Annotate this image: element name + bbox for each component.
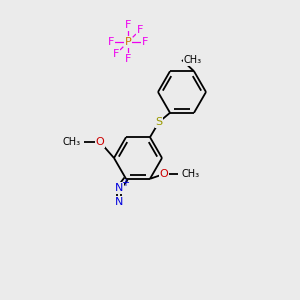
Text: N: N (115, 183, 123, 193)
Text: F: F (142, 37, 148, 47)
Text: CH₃: CH₃ (63, 137, 81, 147)
Text: O: O (96, 137, 104, 147)
Text: CH₃: CH₃ (184, 55, 202, 65)
Text: F: F (125, 54, 131, 64)
Text: F: F (125, 20, 131, 30)
Text: +: + (121, 178, 129, 188)
Text: N: N (115, 197, 123, 207)
Text: F: F (113, 49, 119, 59)
Text: CH₃: CH₃ (181, 169, 199, 179)
Text: F: F (137, 25, 143, 35)
Text: O: O (160, 169, 168, 179)
Text: S: S (155, 117, 163, 127)
Text: P: P (124, 37, 131, 47)
Text: F: F (108, 37, 114, 47)
